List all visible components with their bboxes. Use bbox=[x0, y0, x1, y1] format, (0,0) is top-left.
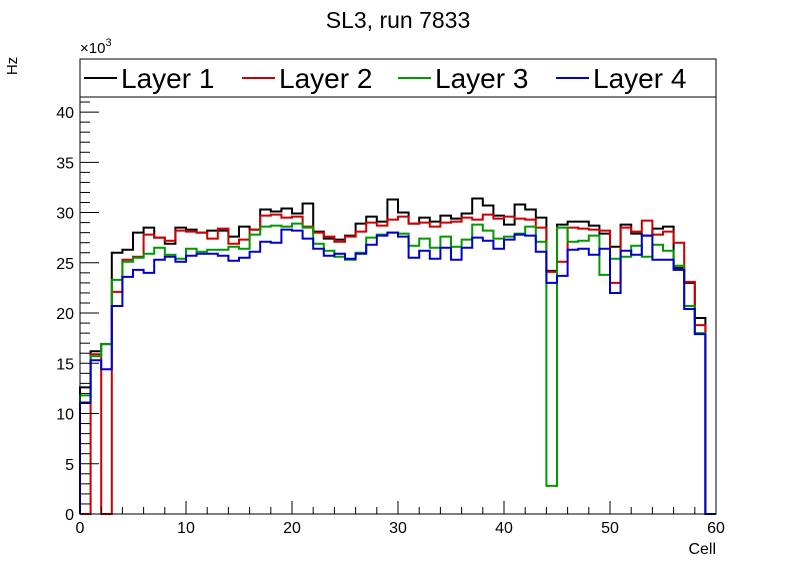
x-tick-label: 20 bbox=[283, 520, 301, 537]
x-axis-label: Cell bbox=[688, 541, 716, 558]
x-tick-label: 40 bbox=[495, 520, 513, 537]
x-tick-label: 50 bbox=[601, 520, 619, 537]
y-tick-label: 35 bbox=[56, 155, 74, 172]
histogram-series-group bbox=[79, 197, 716, 515]
legend-label-layer-3: Layer 3 bbox=[435, 63, 528, 94]
series-line-layer-4 bbox=[79, 228, 716, 515]
y-tick-label: 25 bbox=[56, 256, 74, 273]
legend-label-layer-1: Layer 1 bbox=[121, 63, 214, 94]
x-tick-label: 30 bbox=[389, 520, 407, 537]
x-tick-label: 0 bbox=[76, 520, 85, 537]
y-tick-label: 40 bbox=[56, 105, 74, 122]
x-tick-label: 60 bbox=[707, 520, 725, 537]
y-multiplier-label: ×103 bbox=[80, 37, 112, 57]
series-line-layer-2 bbox=[80, 213, 716, 515]
y-tick-label: 15 bbox=[56, 356, 74, 373]
y-tick-label: 30 bbox=[56, 206, 74, 223]
chart-title: SL3, run 7833 bbox=[326, 7, 471, 33]
y-tick-label: 0 bbox=[65, 507, 74, 524]
legend-label-layer-4: Layer 4 bbox=[593, 63, 686, 94]
legend-label-layer-2: Layer 2 bbox=[279, 63, 372, 94]
y-tick-label: 20 bbox=[56, 306, 74, 323]
legend: Layer 1 Layer 2 Layer 3 Layer 4 bbox=[79, 58, 717, 98]
axes: 0 10 20 30 40 50 60 0 5 10 15 20 25 30 35 40 bbox=[56, 59, 725, 537]
y-axis-label: Hz bbox=[4, 57, 21, 75]
y-tick-label: 5 bbox=[65, 457, 74, 474]
y-tick-label: 10 bbox=[56, 407, 74, 424]
x-tick-label: 10 bbox=[177, 520, 195, 537]
